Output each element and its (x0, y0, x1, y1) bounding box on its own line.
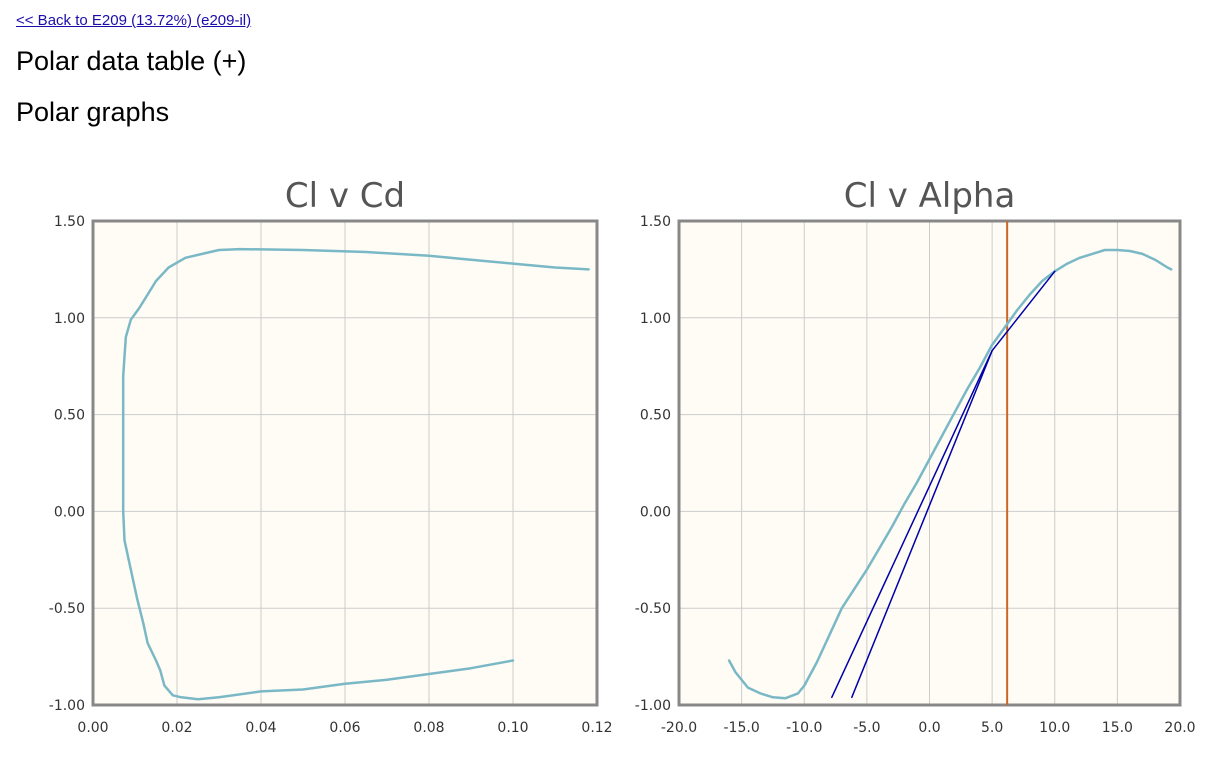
x-tick-label: 0.08 (413, 720, 444, 736)
y-tick-label: 1.00 (54, 311, 85, 327)
y-tick-label: 1.50 (640, 214, 671, 230)
x-tick-label: -10.0 (786, 720, 822, 736)
y-tick-label: -1.00 (49, 698, 85, 714)
x-tick-label: 0.00 (77, 720, 108, 736)
polar-graphs-heading: Polar graphs (16, 97, 170, 127)
x-tick-label: -20.0 (661, 720, 697, 736)
plot-frame (677, 219, 1182, 707)
y-tick-label: 1.00 (640, 311, 671, 327)
y-tick-label: -0.50 (635, 601, 671, 617)
x-tick-label: 0.06 (329, 720, 360, 736)
x-tick-label: 0.04 (245, 720, 276, 736)
x-tick-label: 5.0 (981, 720, 1003, 736)
y-tick-label: 0.00 (640, 504, 671, 520)
y-tick-label: -0.50 (49, 601, 85, 617)
tangent-line (831, 349, 993, 699)
data-layer (121, 247, 590, 701)
chart-title: Cl v Cd (285, 176, 405, 216)
y-tick-label: 0.00 (54, 504, 85, 520)
polar-curve (121, 247, 590, 701)
y-tick-label: 0.50 (54, 408, 85, 424)
data-layer (727, 221, 1173, 705)
x-tick-label: 10.0 (1039, 720, 1070, 736)
chart-title: Cl v Alpha (844, 176, 1016, 216)
polar-curve (727, 248, 1173, 700)
back-to-airfoil-link[interactable]: << Back to E209 (13.72%) (e209-il) (16, 12, 252, 29)
x-tick-label: 15.0 (1102, 720, 1133, 736)
y-tick-label: 0.50 (640, 408, 671, 424)
cl-v-cd-chart: 0.00 0.02 0.04 0.06 0.08 0.10 0.12 1.50 1.00 0.50… (49, 176, 613, 736)
y-tick-label: 1.50 (54, 214, 85, 230)
cl-v-alpha-chart: -20.0 -15.0 -10.0 -5.0 0.0 5.0 10.0 15.0 20.0 1.5… (635, 176, 1196, 736)
x-tick-label: -5.0 (853, 720, 880, 736)
tangent-line (991, 270, 1056, 352)
x-tick-label: -15.0 (724, 720, 760, 736)
tangent-line (851, 349, 993, 699)
plot-frame (91, 219, 599, 707)
y-tick-label: -1.00 (635, 698, 671, 714)
x-tick-label: 0.02 (161, 720, 192, 736)
x-tick-label: 0.10 (497, 720, 528, 736)
x-tick-label: 0.12 (581, 720, 612, 736)
x-tick-label: 0.0 (918, 720, 940, 736)
polar-data-table-heading[interactable]: Polar data table (+) (16, 46, 247, 76)
x-tick-label: 20.0 (1164, 720, 1195, 736)
